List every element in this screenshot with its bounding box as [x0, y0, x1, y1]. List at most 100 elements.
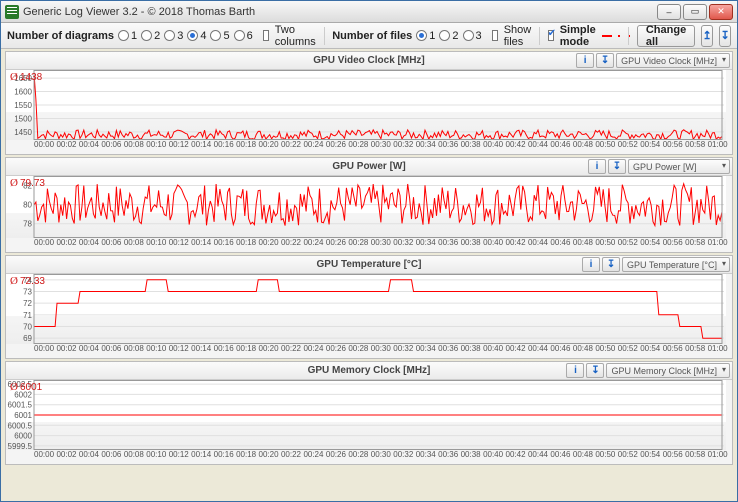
svg-text:6001: 6001 [14, 411, 32, 420]
x-tick-label: 01:00 [708, 140, 730, 149]
line-style-solid-icon [602, 35, 612, 37]
x-tick-label: 00:00 [34, 450, 56, 459]
x-axis: 00:0000:0200:0400:0600:0800:1000:1200:14… [6, 344, 732, 358]
x-tick-label: 00:44 [528, 344, 550, 353]
svg-text:1550: 1550 [14, 101, 32, 110]
arrow-up-button[interactable]: ↥ [701, 25, 713, 47]
x-tick-label: 00:54 [640, 344, 662, 353]
diagram-radio-label: 5 [223, 30, 229, 42]
x-tick-label: 00:54 [640, 140, 662, 149]
diagram-radio-3[interactable] [164, 30, 175, 41]
app-icon [5, 5, 19, 19]
svg-text:6000: 6000 [14, 432, 32, 441]
change-all-button[interactable]: Change all [637, 25, 695, 47]
x-axis: 00:0000:0200:0400:0600:0800:1000:1200:14… [6, 140, 732, 154]
mean-value-label: Ø72.33 [10, 275, 45, 287]
x-tick-label: 00:22 [281, 344, 303, 353]
x-tick-label: 00:46 [550, 450, 572, 459]
svg-text:73: 73 [23, 288, 32, 297]
arrow-down-button[interactable]: ↧ [719, 25, 731, 47]
x-tick-label: 00:00 [34, 140, 56, 149]
export-button[interactable]: ↧ [608, 159, 626, 174]
export-button[interactable]: ↧ [586, 363, 604, 378]
two-columns-checkbox[interactable] [263, 30, 269, 41]
x-tick-label: 00:26 [326, 238, 348, 247]
x-tick-label: 00:02 [56, 140, 78, 149]
file-radio-3[interactable] [463, 30, 474, 41]
x-tick-label: 00:52 [618, 140, 640, 149]
x-tick-label: 00:56 [663, 140, 685, 149]
series-select[interactable]: GPU Memory Clock [MHz] [606, 363, 730, 378]
show-files-checkbox[interactable] [492, 30, 498, 41]
svg-text:1500: 1500 [14, 114, 32, 123]
diagram-radio-1[interactable] [118, 30, 129, 41]
x-tick-label: 00:02 [56, 238, 78, 247]
x-tick-label: 00:48 [573, 140, 595, 149]
info-button[interactable]: i [576, 53, 594, 68]
x-tick-label: 00:50 [595, 140, 617, 149]
diagram-radio-label: 1 [131, 30, 137, 42]
x-tick-label: 00:30 [371, 238, 393, 247]
series-line [34, 73, 722, 140]
maximize-button[interactable]: ▭ [683, 4, 707, 20]
series-select[interactable]: GPU Temperature [°C] [622, 257, 730, 272]
x-tick-label: 00:16 [214, 344, 236, 353]
diagram-radio-6[interactable] [234, 30, 245, 41]
x-tick-label: 00:00 [34, 238, 56, 247]
x-tick-label: 00:52 [618, 450, 640, 459]
file-radio-2[interactable] [439, 30, 450, 41]
x-tick-label: 00:28 [348, 450, 370, 459]
x-tick-label: 00:58 [685, 344, 707, 353]
file-radio-label: 2 [452, 30, 458, 42]
x-tick-label: 00:18 [236, 450, 258, 459]
x-tick-label: 00:40 [483, 140, 505, 149]
svg-text:70: 70 [23, 323, 32, 332]
x-tick-label: 00:32 [393, 140, 415, 149]
export-button[interactable]: ↧ [602, 257, 620, 272]
diagram-radio-4[interactable] [187, 30, 198, 41]
chart-header: GPU Memory Clock [MHz]i↧GPU Memory Clock… [6, 362, 732, 380]
minimize-button[interactable]: – [657, 4, 681, 20]
x-tick-label: 00:42 [506, 344, 528, 353]
show-files-label: Show files [504, 24, 532, 48]
x-tick-label: 00:56 [663, 238, 685, 247]
x-tick-label: 00:02 [56, 450, 78, 459]
simple-mode-checkbox[interactable] [548, 30, 554, 41]
x-tick-label: 00:12 [169, 238, 191, 247]
x-tick-label: 00:56 [663, 450, 685, 459]
close-button[interactable]: ✕ [709, 4, 733, 20]
x-tick-label: 00:22 [281, 140, 303, 149]
info-button[interactable]: i [582, 257, 600, 272]
x-tick-label: 00:34 [416, 344, 438, 353]
x-tick-label: 00:32 [393, 450, 415, 459]
svg-text:69: 69 [23, 334, 32, 343]
x-tick-label: 00:32 [393, 238, 415, 247]
x-tick-label: 01:00 [708, 450, 730, 459]
x-tick-label: 00:08 [124, 450, 146, 459]
svg-text:5999.5: 5999.5 [8, 442, 33, 450]
export-button[interactable]: ↧ [596, 53, 614, 68]
x-tick-label: 00:14 [191, 344, 213, 353]
x-tick-label: 01:00 [708, 344, 730, 353]
x-tick-label: 00:48 [573, 450, 595, 459]
x-tick-label: 00:22 [281, 238, 303, 247]
x-tick-label: 00:44 [528, 450, 550, 459]
svg-text:6000.5: 6000.5 [8, 421, 33, 430]
x-tick-label: 00:20 [259, 238, 281, 247]
series-select[interactable]: GPU Power [W] [628, 159, 730, 174]
info-button[interactable]: i [588, 159, 606, 174]
series-select[interactable]: GPU Video Clock [MHz] [616, 53, 730, 68]
charts-container: GPU Video Clock [MHz]i↧GPU Video Clock [… [1, 49, 737, 467]
diagram-radio-5[interactable] [210, 30, 221, 41]
diagram-radio-2[interactable] [141, 30, 152, 41]
diagram-radio-label: 4 [200, 30, 206, 42]
x-tick-label: 00:06 [101, 140, 123, 149]
files-group: Number of files 123 [332, 30, 485, 42]
x-tick-label: 00:28 [348, 238, 370, 247]
file-radio-1[interactable] [416, 30, 427, 41]
x-tick-label: 00:10 [146, 238, 168, 247]
svg-text:80: 80 [23, 201, 32, 210]
diagram-radio-label: 6 [247, 30, 253, 42]
x-tick-label: 00:18 [236, 238, 258, 247]
info-button[interactable]: i [566, 363, 584, 378]
